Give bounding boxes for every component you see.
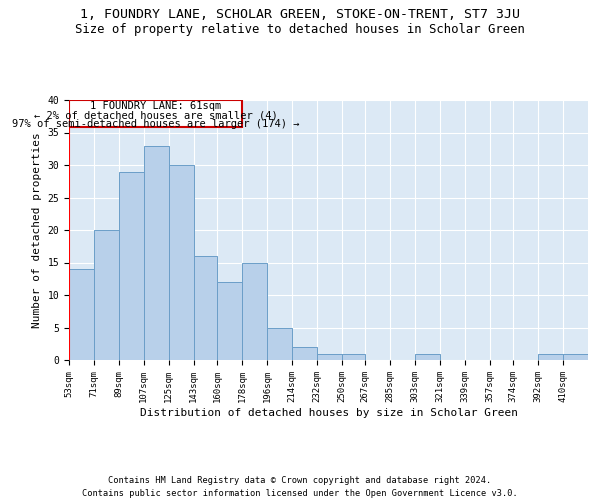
Text: 1 FOUNDRY LANE: 61sqm: 1 FOUNDRY LANE: 61sqm: [90, 101, 221, 111]
Bar: [94, 230, 119, 360]
Text: Size of property relative to detached houses in Scholar Green: Size of property relative to detached ho…: [75, 22, 525, 36]
Bar: [144, 146, 169, 360]
Text: Contains HM Land Registry data © Crown copyright and database right 2024.: Contains HM Land Registry data © Crown c…: [109, 476, 491, 485]
Text: Contains public sector information licensed under the Open Government Licence v3: Contains public sector information licen…: [82, 489, 518, 498]
Bar: [267, 328, 292, 360]
X-axis label: Distribution of detached houses by size in Scholar Green: Distribution of detached houses by size …: [139, 408, 517, 418]
Bar: [217, 282, 242, 360]
Text: ← 2% of detached houses are smaller (4): ← 2% of detached houses are smaller (4): [34, 110, 277, 120]
Bar: [119, 172, 144, 360]
FancyBboxPatch shape: [69, 100, 242, 128]
Y-axis label: Number of detached properties: Number of detached properties: [32, 132, 42, 328]
Bar: [341, 354, 365, 360]
Bar: [169, 165, 194, 360]
Bar: [194, 256, 217, 360]
Bar: [563, 354, 588, 360]
Bar: [292, 347, 317, 360]
Bar: [242, 262, 267, 360]
Bar: [538, 354, 563, 360]
Bar: [69, 269, 94, 360]
Text: 1, FOUNDRY LANE, SCHOLAR GREEN, STOKE-ON-TRENT, ST7 3JU: 1, FOUNDRY LANE, SCHOLAR GREEN, STOKE-ON…: [80, 8, 520, 20]
Bar: [317, 354, 341, 360]
Bar: [415, 354, 440, 360]
Text: 97% of semi-detached houses are larger (174) →: 97% of semi-detached houses are larger (…: [12, 119, 299, 129]
